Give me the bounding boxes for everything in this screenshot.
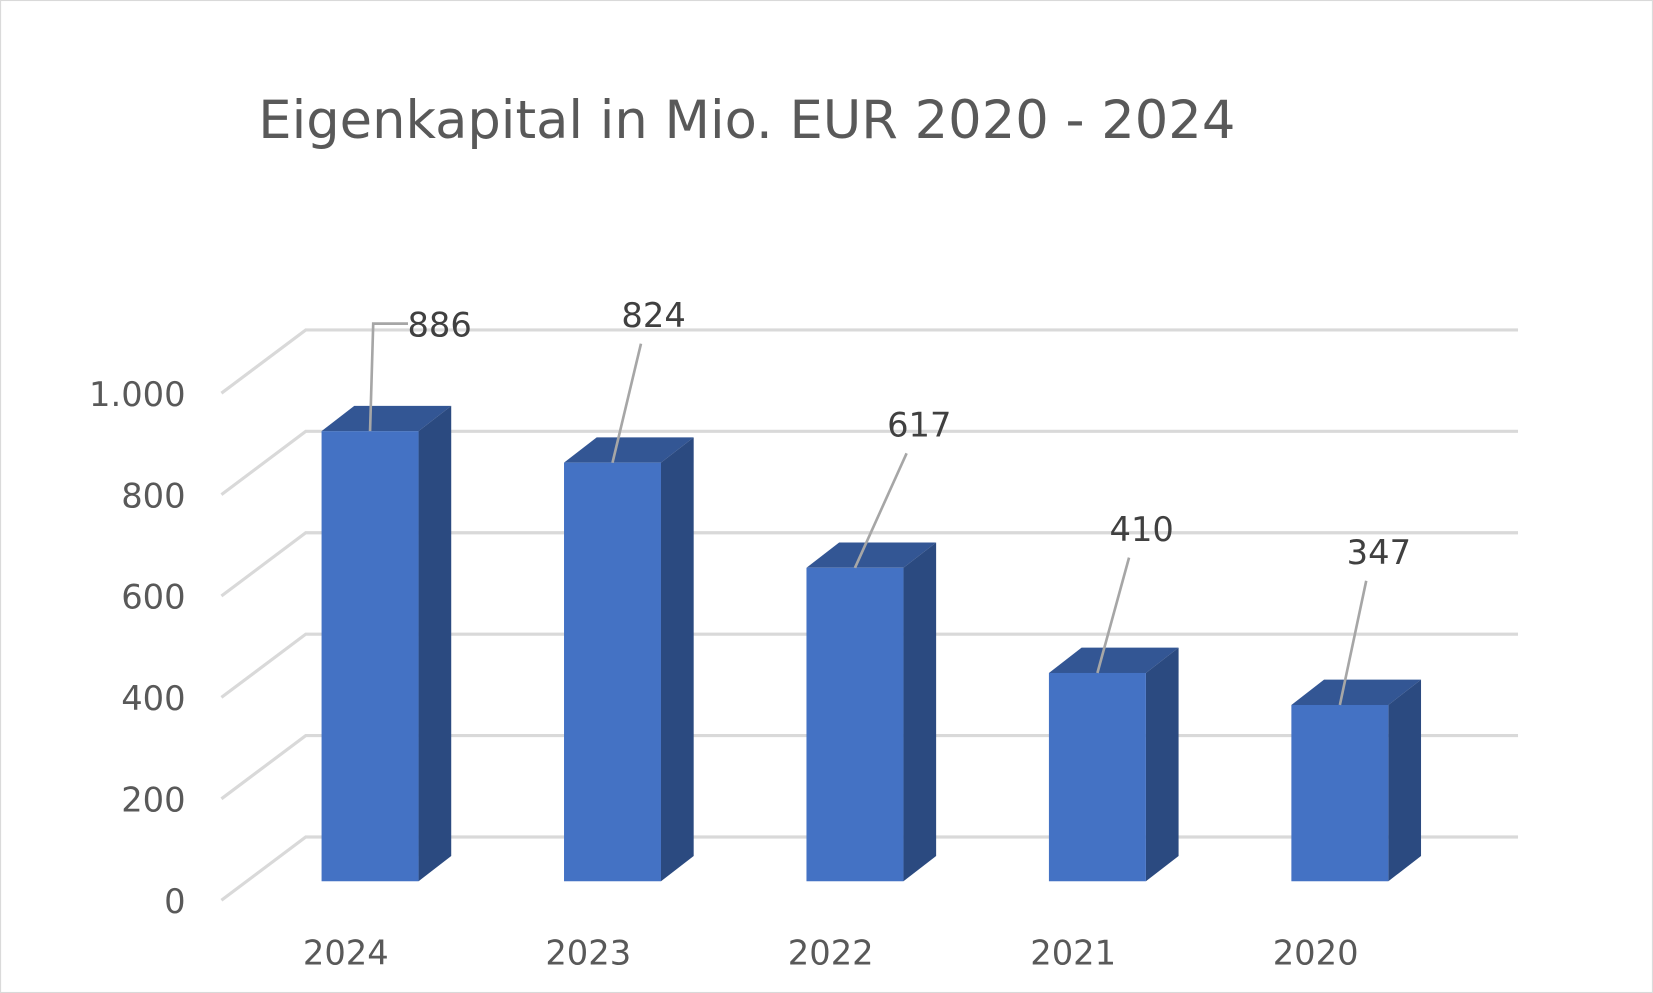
bar-2022 bbox=[806, 567, 904, 882]
bar-side bbox=[661, 437, 694, 882]
x-axis: 2024 2023 2022 2021 2020 bbox=[303, 934, 1359, 973]
x-tick-label: 2022 bbox=[788, 934, 874, 973]
y-tick-label: 200 bbox=[121, 780, 185, 819]
bar-top bbox=[1291, 679, 1422, 705]
data-label: 617 bbox=[887, 405, 951, 444]
bar-2021 bbox=[1048, 672, 1146, 882]
leader-line bbox=[853, 452, 908, 569]
leader-line bbox=[1096, 557, 1131, 674]
leader-line bbox=[611, 343, 643, 463]
bar-top bbox=[806, 542, 937, 568]
bar-side bbox=[903, 542, 937, 882]
data-label: 410 bbox=[1110, 510, 1174, 549]
data-label: 347 bbox=[1347, 533, 1411, 572]
y-tick-label: 0 bbox=[164, 882, 185, 921]
leader-line bbox=[368, 322, 409, 432]
bar-side bbox=[1145, 647, 1179, 882]
bars bbox=[321, 405, 1422, 882]
bar-top bbox=[564, 437, 694, 463]
y-tick-label: 1.000 bbox=[89, 375, 186, 414]
bar-top bbox=[1048, 647, 1179, 673]
data-labels: 886 824 617 410 347 bbox=[368, 296, 1411, 706]
chart-title: Eigenkapital in Mio. EUR 2020 - 2024 bbox=[258, 90, 1235, 151]
data-label: 886 bbox=[407, 305, 471, 344]
x-tick-label: 2020 bbox=[1273, 934, 1359, 973]
x-tick-label: 2021 bbox=[1030, 934, 1116, 973]
leader-line bbox=[1338, 580, 1368, 706]
data-label: 824 bbox=[621, 296, 685, 335]
x-tick-label: 2024 bbox=[303, 934, 389, 973]
y-tick-label: 800 bbox=[121, 476, 185, 515]
bar-top bbox=[321, 405, 452, 432]
gridline bbox=[220, 429, 1519, 496]
gridline bbox=[220, 328, 1519, 395]
gridline bbox=[220, 632, 1519, 699]
bar-2020 bbox=[1291, 704, 1389, 882]
bar-2023 bbox=[564, 462, 661, 882]
bar-2024 bbox=[321, 431, 419, 882]
bar-side bbox=[418, 405, 452, 882]
bar-side bbox=[1388, 679, 1422, 882]
y-tick-label: 400 bbox=[121, 679, 185, 718]
gridline bbox=[220, 531, 1519, 598]
x-tick-label: 2023 bbox=[545, 934, 631, 973]
y-tick-label: 600 bbox=[121, 578, 185, 617]
y-axis: 0 200 400 600 800 1.000 bbox=[89, 375, 186, 921]
